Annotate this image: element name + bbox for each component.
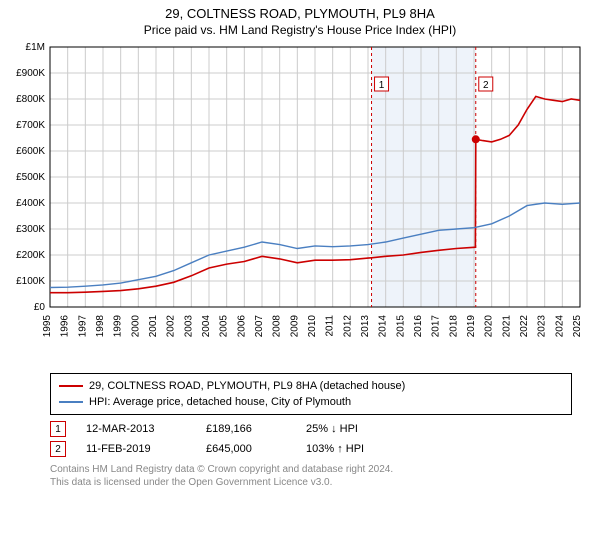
x-tick-label: 2000 — [130, 315, 141, 338]
sale-dot — [472, 135, 480, 143]
x-tick-label: 2025 — [572, 315, 583, 338]
x-tick-label: 2017 — [431, 315, 442, 338]
sale-marker-id: 2 — [483, 80, 489, 91]
x-tick-label: 1995 — [42, 315, 53, 338]
x-tick-label: 2022 — [519, 315, 530, 338]
sales-hpi: 103% ↑ HPI — [306, 443, 406, 455]
x-tick-label: 2010 — [307, 315, 318, 338]
legend-row: HPI: Average price, detached house, City… — [59, 394, 563, 410]
y-tick-label: £0 — [34, 302, 46, 313]
x-tick-label: 2002 — [166, 315, 177, 338]
price-chart: £0 £100K £200K £300K £400K £500K £600K £700K £80… — [0, 37, 600, 367]
x-tick-label: 2005 — [219, 315, 230, 338]
sales-row: 2 11-FEB-2019 £645,000 103% ↑ HPI — [50, 439, 572, 459]
x-tick-label: 2021 — [501, 315, 512, 338]
x-tick-label: 2023 — [537, 315, 548, 338]
sale-marker-id: 1 — [379, 80, 385, 91]
y-tick-label: £200K — [16, 250, 45, 261]
footer-attribution: Contains HM Land Registry data © Crown c… — [50, 463, 572, 489]
y-tick-label: £100K — [16, 276, 45, 287]
chart-container: 29, COLTNESS ROAD, PLYMOUTH, PL9 8HA Pri… — [0, 0, 600, 489]
y-tick-label: £500K — [16, 172, 45, 183]
legend-row: 29, COLTNESS ROAD, PLYMOUTH, PL9 8HA (de… — [59, 378, 563, 394]
x-tick-label: 2012 — [342, 315, 353, 338]
legend-label: 29, COLTNESS ROAD, PLYMOUTH, PL9 8HA (de… — [89, 380, 405, 392]
sales-date: 11-FEB-2019 — [86, 443, 186, 455]
sales-price: £645,000 — [206, 443, 286, 455]
x-tick-label: 2014 — [378, 315, 389, 338]
x-tick-label: 2015 — [395, 315, 406, 338]
x-tick-label: 1998 — [95, 315, 106, 338]
x-tick-label: 2009 — [289, 315, 300, 338]
x-tick-label: 1997 — [77, 315, 88, 338]
y-tick-label: £700K — [16, 120, 45, 131]
y-tick-label: £800K — [16, 94, 45, 105]
footer-line-1: Contains HM Land Registry data © Crown c… — [50, 463, 572, 476]
x-tick-label: 2011 — [325, 315, 336, 337]
x-tick-label: 2013 — [360, 315, 371, 338]
footer-line-2: This data is licensed under the Open Gov… — [50, 476, 572, 489]
legend-swatch — [59, 385, 83, 387]
legend: 29, COLTNESS ROAD, PLYMOUTH, PL9 8HA (de… — [50, 373, 572, 415]
legend-swatch — [59, 401, 83, 403]
x-tick-label: 2024 — [554, 315, 565, 338]
chart-subtitle: Price paid vs. HM Land Registry's House … — [0, 23, 600, 37]
y-tick-label: £600K — [16, 146, 45, 157]
x-tick-label: 2018 — [448, 315, 459, 338]
x-tick-label: 2001 — [148, 315, 159, 338]
y-tick-label: £300K — [16, 224, 45, 235]
x-tick-label: 1996 — [60, 315, 71, 338]
sales-table: 1 12-MAR-2013 £189,166 25% ↓ HPI 2 11-FEB-201… — [50, 419, 572, 459]
y-tick-label: £900K — [16, 68, 45, 79]
chart-titles: 29, COLTNESS ROAD, PLYMOUTH, PL9 8HA Pri… — [0, 0, 600, 37]
legend-label: HPI: Average price, detached house, City… — [89, 396, 351, 408]
y-tick-label: £1M — [26, 42, 45, 53]
x-tick-label: 2020 — [484, 315, 495, 338]
sales-hpi: 25% ↓ HPI — [306, 423, 406, 435]
sales-marker: 1 — [50, 421, 66, 437]
sales-date: 12-MAR-2013 — [86, 423, 186, 435]
x-tick-label: 2019 — [466, 315, 477, 338]
x-tick-label: 2007 — [254, 315, 265, 338]
chart-title: 29, COLTNESS ROAD, PLYMOUTH, PL9 8HA — [0, 6, 600, 21]
x-tick-label: 1999 — [113, 315, 124, 338]
x-tick-label: 2003 — [183, 315, 194, 338]
y-tick-label: £400K — [16, 198, 45, 209]
x-tick-label: 2006 — [236, 315, 247, 338]
sales-marker: 2 — [50, 441, 66, 457]
x-tick-label: 2004 — [201, 315, 212, 338]
x-tick-label: 2008 — [272, 315, 283, 338]
sales-price: £189,166 — [206, 423, 286, 435]
sales-row: 1 12-MAR-2013 £189,166 25% ↓ HPI — [50, 419, 572, 439]
x-tick-label: 2016 — [413, 315, 424, 338]
